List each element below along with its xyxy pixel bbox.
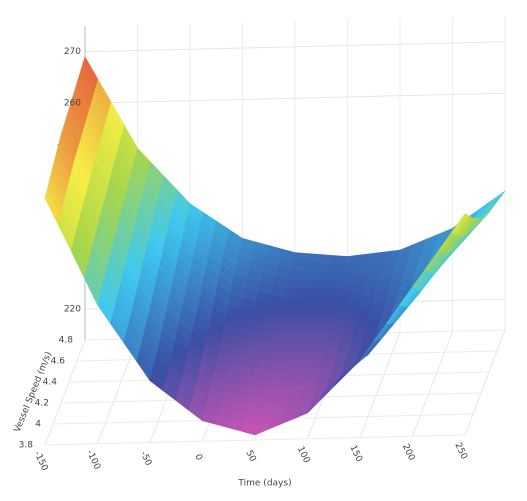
surface-patch (268, 361, 285, 372)
surface-patch (314, 271, 331, 281)
surface-patch (283, 351, 300, 363)
surface-patch (300, 333, 317, 344)
surface-patch (287, 333, 304, 344)
x-tick-label: 50 (244, 449, 258, 464)
y-tick-label: 4 (35, 420, 41, 430)
grid-line (412, 331, 453, 437)
surface-patch (305, 253, 322, 264)
surface-patch (303, 262, 320, 272)
y-tick-label: 4.8 (59, 336, 74, 346)
x-tick-label: 100 (295, 445, 311, 465)
surface-patch (451, 213, 468, 234)
x-tick-label: 150 (347, 444, 363, 464)
surface-patch (284, 288, 301, 299)
x-tick-label: -100 (84, 449, 102, 472)
surface-patch (324, 287, 340, 298)
y-axis-title: Vessel Speed (m/s) (13, 351, 54, 434)
surface-patch (318, 314, 334, 325)
surface-patch (310, 287, 327, 298)
surface-patch (282, 297, 299, 308)
surface-patch (295, 297, 312, 308)
surface-patch (292, 252, 309, 263)
z-tick-label: 260 (64, 99, 81, 109)
surface-patch (312, 279, 329, 289)
surface-patch (278, 315, 295, 326)
surface-patch (285, 342, 302, 353)
z-tick-label: 220 (64, 305, 81, 315)
surface-patch (328, 271, 344, 281)
x-tick-label: 0 (192, 453, 204, 463)
surface-patch (306, 368, 322, 378)
surface-patch (316, 323, 332, 335)
grid-line (44, 434, 466, 446)
surface-patch (272, 343, 289, 354)
grid-line (97, 338, 138, 444)
surface-patch (291, 315, 308, 326)
surface-patch (312, 342, 328, 353)
surface-patch (308, 296, 325, 308)
surface-patch (279, 369, 296, 380)
surface-patch (280, 306, 297, 317)
x-axis-title: Time (days) (237, 479, 291, 489)
surface-patch (276, 324, 293, 335)
surface-patch (301, 270, 318, 281)
surface-patch (302, 324, 319, 335)
x-tick-label: 250 (452, 441, 468, 461)
surface-patch (266, 370, 283, 381)
surface-patch (298, 342, 315, 353)
surface-patch (288, 270, 305, 281)
surface-patch (293, 306, 310, 317)
surface-patch (281, 360, 298, 371)
y-tick-label: 3.8 (19, 441, 34, 451)
surface-patch (306, 306, 323, 317)
surface-patch (310, 351, 326, 362)
surface-patch (299, 279, 316, 290)
surface-patch (289, 324, 306, 335)
grid-line (44, 339, 86, 446)
surface-patch (294, 360, 311, 371)
surface (44, 56, 506, 436)
surface-patch (304, 315, 321, 326)
surface-patch (332, 255, 348, 265)
x-tick-label: -150 (32, 450, 50, 473)
surface-patch (274, 333, 291, 345)
surface-patch (292, 368, 309, 379)
surface-patch (322, 296, 338, 307)
y-tick-label: 4.4 (43, 378, 58, 388)
surface-patch (290, 261, 307, 272)
x-tick-label: 200 (400, 443, 416, 463)
surface-patch (270, 352, 287, 363)
surface-patch (316, 262, 333, 273)
x-tick-label: -50 (138, 450, 153, 468)
surface-patch (296, 351, 313, 362)
surface-patch (330, 263, 346, 273)
y-tick-label: 4.6 (51, 357, 66, 367)
surface-patch (308, 360, 324, 370)
z-tick-label: 270 (64, 47, 81, 57)
grid-line (359, 332, 401, 438)
surface-patch (286, 279, 303, 290)
surface-patch (314, 333, 330, 344)
y-tick-label: 4.2 (35, 399, 49, 409)
surface-patch (297, 288, 314, 299)
surface-patch (320, 305, 336, 316)
grid-line (464, 329, 506, 436)
surface-patch (318, 254, 335, 265)
surface-patch (326, 279, 342, 289)
